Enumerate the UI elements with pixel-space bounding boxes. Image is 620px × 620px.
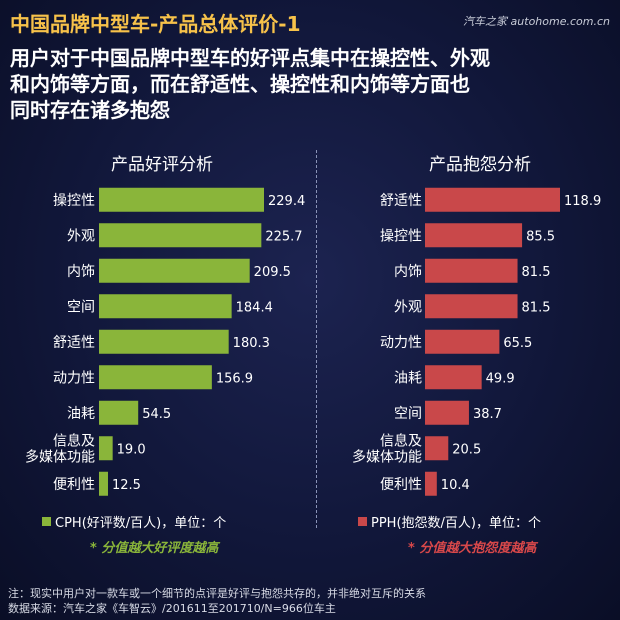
bar [425, 365, 482, 390]
bar [99, 436, 113, 461]
complaint-legend-label: PPH(抱怨数/百人)，单位：个 [371, 516, 541, 531]
category-label: 信息及多媒体功能 [352, 432, 422, 465]
panel-divider [316, 150, 317, 528]
category-label: 便利性 [380, 477, 422, 493]
value-label: 12.5 [112, 478, 141, 493]
category-label: 动力性 [53, 370, 95, 386]
value-label: 49.9 [486, 371, 515, 386]
complaint-bar-chart: 舒适性 118.9 操控性 85.5 内饰 81.5 外观 81.5 动力性 65.5 油耗 49.9… [352, 187, 601, 496]
value-label: 65.5 [503, 336, 532, 351]
category-label: 空间 [67, 299, 95, 315]
value-label: 184.4 [236, 300, 273, 315]
watermark: 汽车之家 autohome.com.cn [463, 15, 610, 28]
category-label: 内饰 [67, 264, 95, 280]
category-label: 内饰 [394, 264, 422, 280]
bar [425, 329, 500, 354]
headline-line-3: 同时存在诸多抱怨 [10, 98, 170, 122]
value-label: 118.9 [564, 194, 601, 209]
headline-line-1: 用户对于中国品牌中型车的好评点集中在操控性、外观 [10, 46, 490, 70]
bar [425, 187, 560, 212]
category-label: 舒适性 [53, 335, 95, 351]
value-label: 180.3 [233, 336, 270, 351]
bar [99, 294, 232, 319]
footnote-line-2: 数据来源：汽车之家《车智云》/201611至201710/N=966位车主 [8, 602, 336, 615]
value-label: 54.5 [142, 407, 171, 422]
value-label: 225.7 [265, 229, 302, 244]
bar [425, 400, 469, 425]
bar [99, 329, 229, 354]
value-label: 209.5 [254, 265, 291, 280]
bar [425, 223, 523, 248]
bar [99, 258, 250, 283]
bar [425, 471, 437, 496]
legend-swatch-green [42, 517, 51, 526]
praise-chart-title: 产品好评分析 [111, 155, 213, 175]
category-label: 油耗 [67, 406, 95, 422]
bar [99, 400, 139, 425]
category-label: 舒适性 [380, 193, 422, 209]
value-label: 38.7 [473, 407, 502, 422]
praise-legend: CPH(好评数/百人)，单位：个 [42, 512, 226, 531]
bar [99, 187, 264, 212]
legend-swatch-red [358, 517, 367, 526]
category-label: 信息及多媒体功能 [25, 432, 95, 465]
bar [425, 258, 518, 283]
page-title: 中国品牌中型车-产品总体评价-1 [10, 12, 301, 36]
category-label: 便利性 [53, 477, 95, 493]
headline: 用户对于中国品牌中型车的好评点集中在操控性、外观 和内饰等方面，而在舒适性、操控… [10, 45, 610, 123]
value-label: 229.4 [268, 194, 305, 209]
footnote-line-1: 注：现实中用户对一款车或一个细节的点评是好评与抱怨共存的，并非绝对互斥的关系 [8, 587, 426, 600]
bar [425, 294, 518, 319]
category-label: 空间 [394, 406, 422, 422]
praise-note: * 分值越大好评度越高 [90, 541, 219, 556]
bar [425, 436, 449, 461]
category-label: 油耗 [394, 370, 422, 386]
value-label: 20.5 [452, 442, 481, 457]
category-label: 操控性 [53, 193, 95, 209]
complaint-chart-title: 产品抱怨分析 [429, 155, 531, 175]
category-label: 外观 [67, 228, 95, 244]
value-label: 81.5 [522, 265, 551, 280]
bar [99, 365, 212, 390]
footnote: 注：现实中用户对一款车或一个细节的点评是好评与抱怨共存的，并非绝对互斥的关系 数… [8, 586, 426, 616]
bar [99, 223, 262, 248]
headline-line-2: 和内饰等方面，而在舒适性、操控性和内饰等方面也 [10, 72, 470, 96]
value-label: 81.5 [522, 300, 551, 315]
category-label: 外观 [394, 299, 422, 315]
value-label: 10.4 [441, 478, 470, 493]
praise-bar-chart: 操控性 229.4 外观 225.7 内饰 209.5 空间 184.4 舒适性 180.3 动力性… [25, 187, 305, 496]
value-label: 19.0 [117, 442, 146, 457]
praise-legend-label: CPH(好评数/百人)，单位：个 [55, 516, 227, 531]
value-label: 85.5 [526, 229, 555, 244]
bar [99, 471, 108, 496]
complaint-legend: PPH(抱怨数/百人)，单位：个 [358, 512, 541, 531]
value-label: 156.9 [216, 371, 253, 386]
category-label: 操控性 [380, 228, 422, 244]
category-label: 动力性 [380, 335, 422, 351]
complaint-note: * 分值越大抱怨度越高 [408, 541, 537, 556]
